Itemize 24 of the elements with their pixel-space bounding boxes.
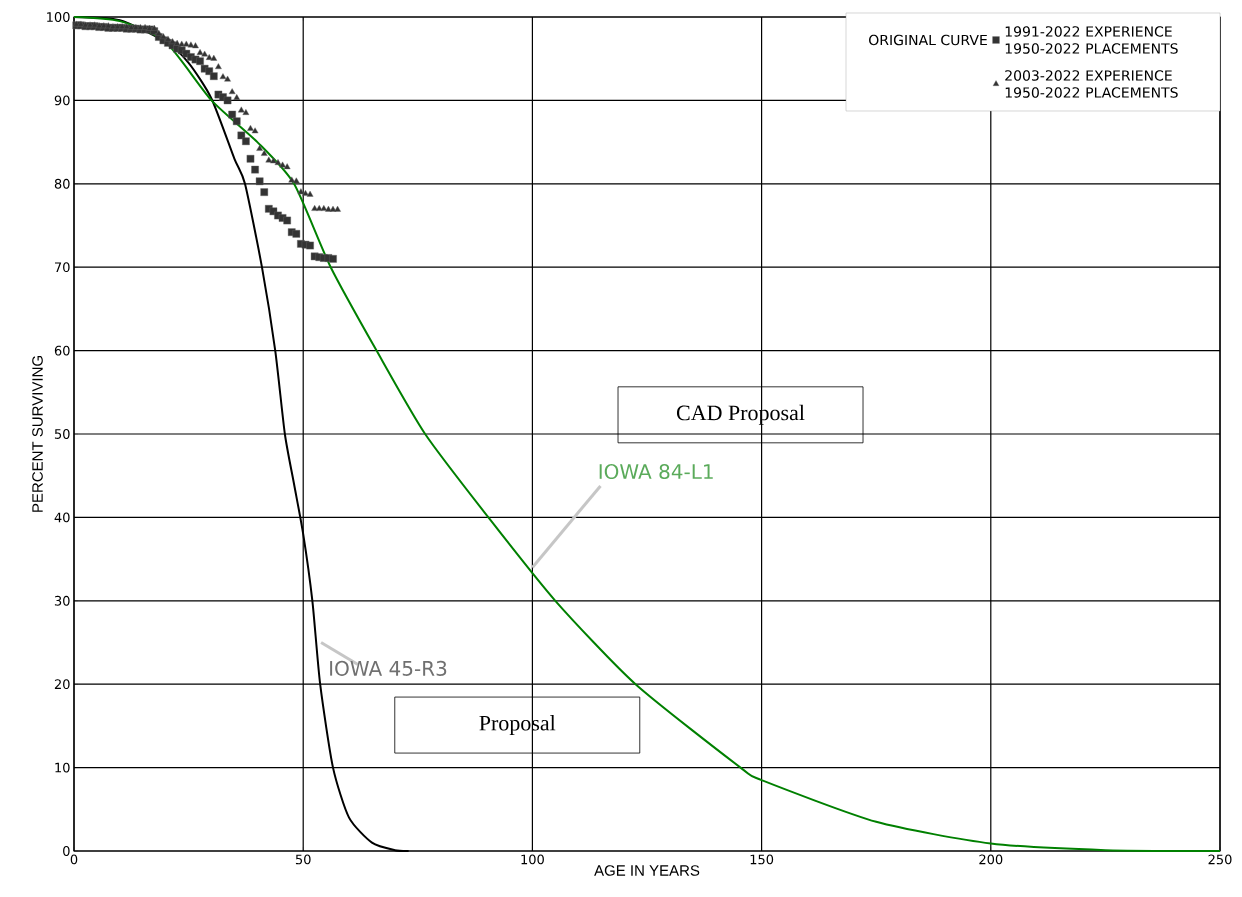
annotation: IOWA 84-L1 — [599, 463, 713, 480]
y-tick-label: 80 — [54, 178, 70, 189]
legend-label: 2003-2022 EXPERIENCE 1950-2022 PLACEMENTS — [1005, 70, 1178, 98]
legend-label: 1991-2022 EXPERIENCE 1950-2022 PLACEMENTS — [1005, 26, 1178, 54]
y-tick-label: 70 — [55, 262, 70, 273]
y-tick-label: 20 — [54, 679, 70, 690]
y-tick-label: 10 — [55, 762, 70, 773]
y-tick-label: 90 — [54, 95, 70, 106]
y-tick-label: 50 — [54, 429, 70, 439]
legend-title: ORIGINAL CURVE — [869, 34, 987, 46]
y-tick-label: 30 — [54, 595, 70, 606]
x-tick-label: 100 — [521, 854, 544, 865]
x-tick-label: 250 — [1208, 854, 1232, 865]
x-axis-title: AGE IN YEARS — [594, 865, 700, 876]
y-tick-label: 40 — [54, 512, 70, 523]
y-tick-label: 100 — [47, 12, 70, 22]
annotation: IOWA 45-R3 — [330, 660, 447, 676]
x-tick-label: 0 — [70, 854, 78, 865]
x-tick-label: 150 — [750, 854, 774, 865]
x-tick-label: 200 — [979, 854, 1003, 865]
y-tick-label: 0 — [63, 846, 70, 856]
x-tick-label: 50 — [295, 854, 311, 865]
y-axis-title: PERCENT SURVIVING — [32, 356, 43, 512]
y-tick-label: 60 — [54, 345, 70, 356]
